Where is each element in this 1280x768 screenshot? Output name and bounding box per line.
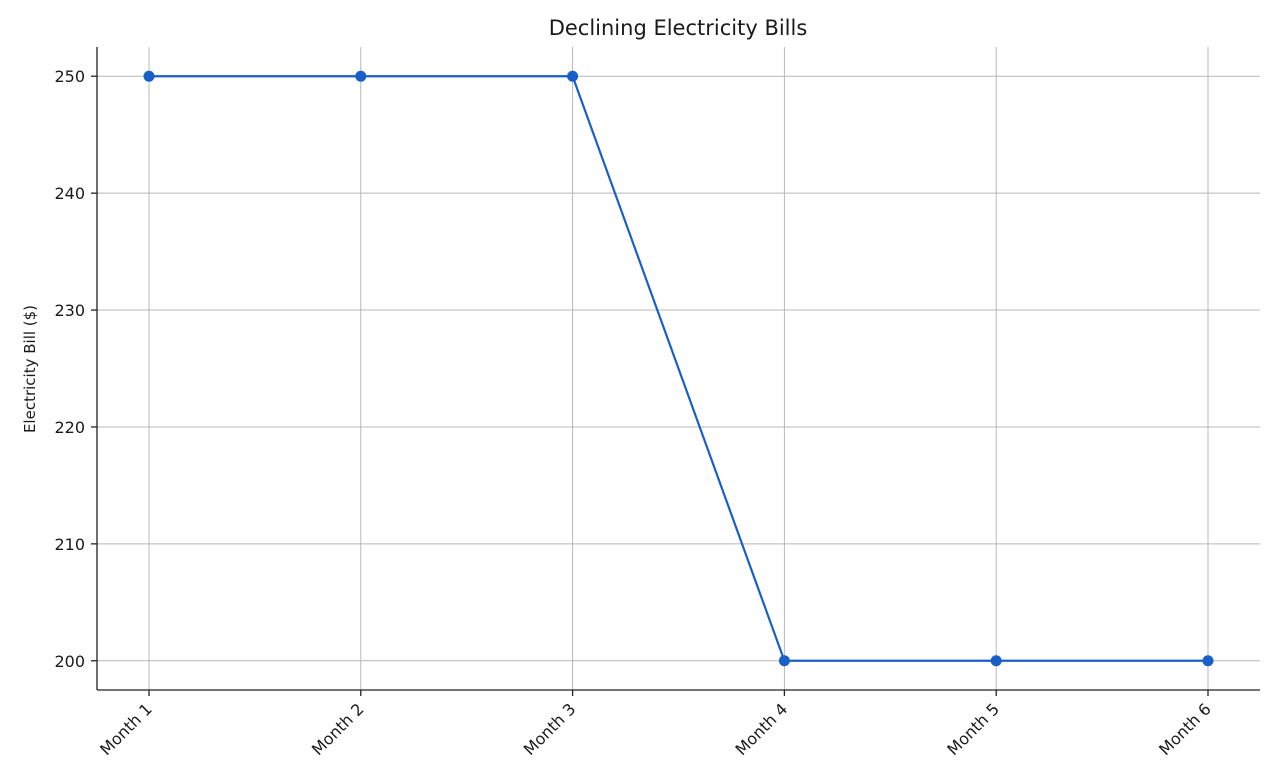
x-tick-label: Month 2 xyxy=(308,699,368,759)
data-point xyxy=(567,70,579,82)
x-tick-label: Month 1 xyxy=(96,699,156,759)
data-point xyxy=(1202,655,1214,667)
data-point xyxy=(778,655,790,667)
data-point xyxy=(990,655,1002,667)
y-tick-label: 220 xyxy=(54,418,85,437)
data-point xyxy=(355,70,367,82)
y-axis-label: Electricity Bill ($) xyxy=(21,305,39,433)
x-tick-label: Month 5 xyxy=(943,699,1003,759)
data-point xyxy=(143,70,155,82)
x-tick-label: Month 3 xyxy=(520,699,580,759)
x-tick-label: Month 4 xyxy=(732,699,792,759)
y-tick-label: 200 xyxy=(54,652,85,671)
y-tick-label: 230 xyxy=(54,301,85,320)
series-line xyxy=(149,75,1208,662)
chart-title: Declining Electricity Bills xyxy=(549,16,808,40)
series-group xyxy=(143,70,1214,667)
x-axis-ticks: Month 1 Month 2 Month 3 Month 4 Month 5 Month… xyxy=(96,690,1215,759)
y-tick-label: 240 xyxy=(54,184,85,203)
y-tick-label: 250 xyxy=(54,67,85,86)
y-axis-ticks: 200 210 220 230 240 250 xyxy=(54,67,97,671)
x-tick-label: Month 6 xyxy=(1155,699,1215,759)
y-tick-label: 210 xyxy=(54,535,85,554)
axes xyxy=(96,47,1260,691)
